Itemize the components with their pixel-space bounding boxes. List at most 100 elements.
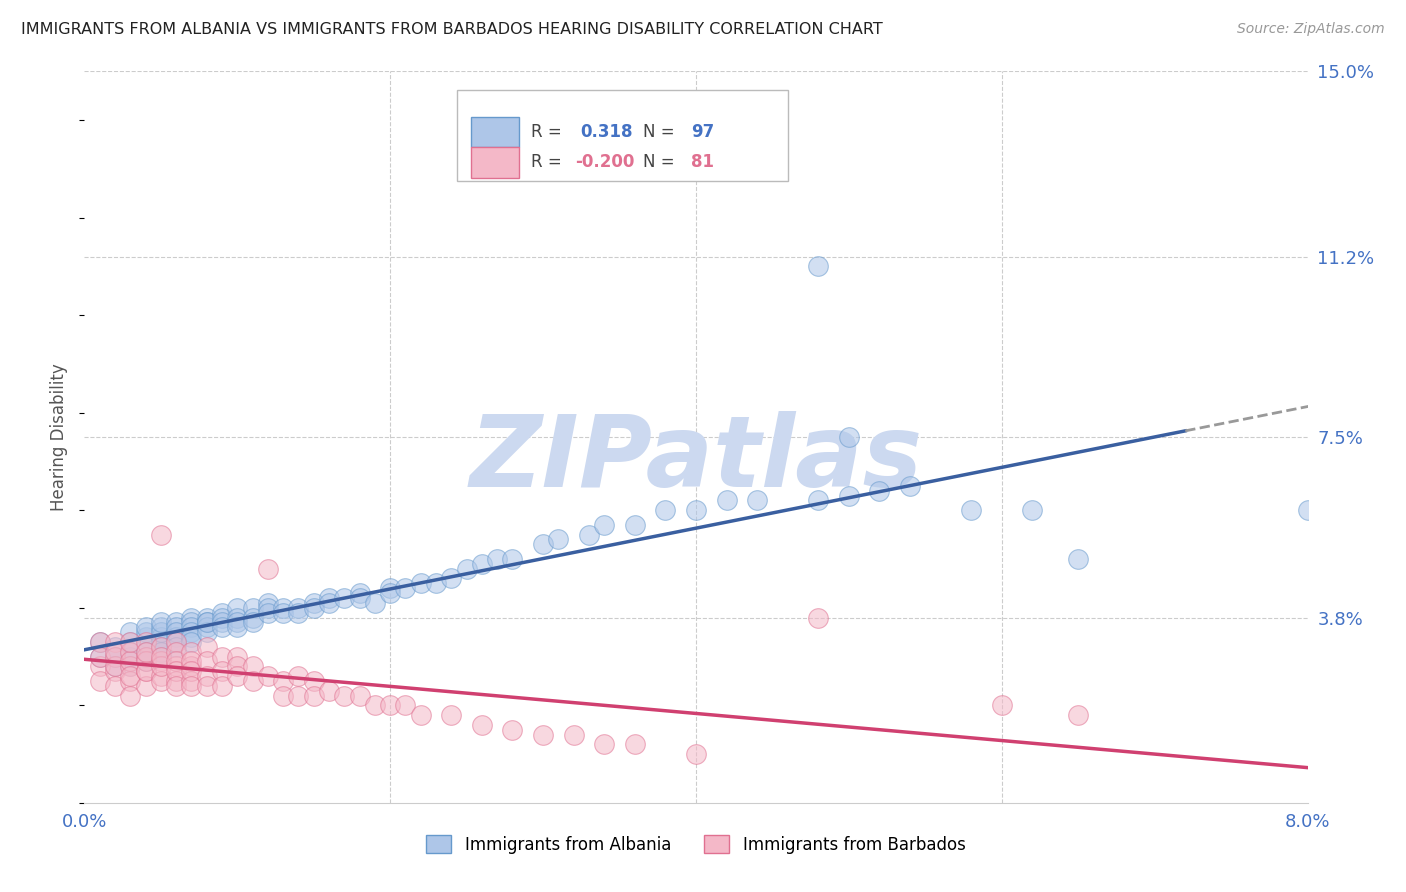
Point xyxy=(180,610,202,624)
Text: -0.200: -0.200 xyxy=(575,153,634,171)
Point xyxy=(257,606,280,620)
Point xyxy=(991,698,1014,713)
Point xyxy=(226,610,249,624)
Point xyxy=(531,537,554,551)
Point xyxy=(807,610,830,624)
Point xyxy=(149,635,172,649)
Point xyxy=(1067,708,1090,723)
Point xyxy=(257,600,280,615)
Point xyxy=(104,645,127,659)
Point xyxy=(271,606,294,620)
Point xyxy=(440,708,463,723)
Point xyxy=(120,654,142,668)
Point xyxy=(471,557,494,571)
Point xyxy=(211,649,233,664)
Point xyxy=(685,503,707,517)
Point xyxy=(226,669,249,683)
Point xyxy=(165,654,187,668)
Point xyxy=(89,673,111,688)
Point xyxy=(456,562,478,576)
Point xyxy=(211,606,233,620)
Legend: Immigrants from Albania, Immigrants from Barbados: Immigrants from Albania, Immigrants from… xyxy=(419,829,973,860)
Point xyxy=(120,649,142,664)
Point xyxy=(226,615,249,630)
Point xyxy=(135,654,157,668)
Point xyxy=(242,615,264,630)
Point xyxy=(226,600,249,615)
Point xyxy=(195,679,218,693)
Point xyxy=(1021,503,1043,517)
Point xyxy=(120,669,142,683)
Point xyxy=(120,635,142,649)
Point xyxy=(104,649,127,664)
FancyBboxPatch shape xyxy=(457,90,787,181)
Point xyxy=(135,649,157,664)
Point xyxy=(165,679,187,693)
Point xyxy=(302,689,325,703)
Point xyxy=(135,645,157,659)
Point xyxy=(104,664,127,678)
Point xyxy=(195,615,218,630)
Point xyxy=(165,645,187,659)
Point xyxy=(180,615,202,630)
Point xyxy=(135,635,157,649)
Point xyxy=(807,493,830,508)
Point xyxy=(531,727,554,741)
Point xyxy=(89,659,111,673)
Point xyxy=(149,527,172,541)
Point xyxy=(89,649,111,664)
Point xyxy=(409,708,432,723)
Point xyxy=(226,620,249,634)
Point xyxy=(226,659,249,673)
Text: 0.318: 0.318 xyxy=(579,123,633,141)
Point xyxy=(349,591,371,605)
Point xyxy=(287,606,309,620)
Point xyxy=(165,673,187,688)
Point xyxy=(562,727,585,741)
Point xyxy=(104,640,127,654)
Point xyxy=(593,737,616,751)
Point xyxy=(318,683,340,698)
Point xyxy=(149,615,172,630)
Point xyxy=(120,635,142,649)
Point xyxy=(135,620,157,634)
Point xyxy=(180,635,202,649)
Point xyxy=(135,645,157,659)
Point xyxy=(257,669,280,683)
Point xyxy=(257,596,280,610)
Point xyxy=(120,673,142,688)
Point xyxy=(195,654,218,668)
Point xyxy=(716,493,738,508)
Point xyxy=(104,679,127,693)
Point xyxy=(242,610,264,624)
Point xyxy=(149,625,172,640)
FancyBboxPatch shape xyxy=(471,147,519,178)
Point xyxy=(180,645,202,659)
Point xyxy=(149,649,172,664)
Point xyxy=(318,596,340,610)
Point xyxy=(120,645,142,659)
Point xyxy=(89,635,111,649)
Point xyxy=(180,659,202,673)
Point xyxy=(135,630,157,644)
Point xyxy=(471,718,494,732)
Point xyxy=(149,630,172,644)
Point xyxy=(135,664,157,678)
Point xyxy=(502,723,524,737)
Point xyxy=(547,533,569,547)
Point xyxy=(165,630,187,644)
Point xyxy=(364,596,387,610)
Point xyxy=(149,620,172,634)
Point xyxy=(486,552,509,566)
Point xyxy=(149,640,172,654)
Point xyxy=(685,747,707,761)
Point xyxy=(211,610,233,624)
Point xyxy=(242,659,264,673)
Point xyxy=(120,625,142,640)
Point xyxy=(135,649,157,664)
Point xyxy=(807,260,830,274)
Point xyxy=(349,689,371,703)
Point xyxy=(165,635,187,649)
Point xyxy=(195,669,218,683)
Point xyxy=(302,596,325,610)
